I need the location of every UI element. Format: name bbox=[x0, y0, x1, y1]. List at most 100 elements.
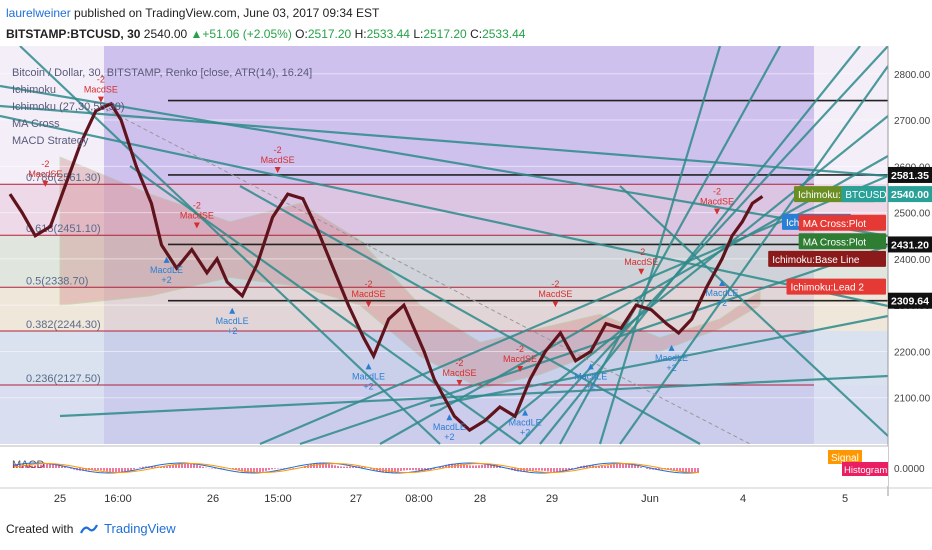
long-signal: MacdLE+2 bbox=[352, 363, 385, 391]
signal-label: MacdSE bbox=[700, 197, 734, 207]
signal-label: MacdSE bbox=[503, 354, 537, 364]
signal-qty: +2 bbox=[161, 275, 171, 285]
signal-qty: -2 bbox=[97, 75, 105, 85]
signal-qty: +2 bbox=[666, 363, 676, 373]
time-tick-label: 25 bbox=[54, 493, 66, 505]
tradingview-brand[interactable]: TradingView bbox=[104, 521, 176, 536]
fib-label: 0.236(2127.50) bbox=[26, 373, 101, 385]
change-arrow-icon: ▲ bbox=[190, 27, 203, 41]
time-tick-label: 26 bbox=[207, 493, 219, 505]
price-marker-label: 2581.35 bbox=[891, 170, 929, 182]
fib-label: 0.382(2244.30) bbox=[26, 319, 101, 331]
macd-line bbox=[13, 462, 700, 474]
signal-arrow-down-icon bbox=[42, 180, 49, 187]
signal-arrow-down-icon bbox=[714, 208, 720, 215]
author-link[interactable]: laurelweiner bbox=[6, 6, 71, 20]
indicator-label bbox=[786, 278, 886, 295]
signal-arrow-up-icon bbox=[668, 344, 675, 351]
high-label: H: bbox=[354, 27, 367, 41]
signal-arrow-up-icon bbox=[365, 363, 372, 370]
signal-qty: -2 bbox=[41, 159, 49, 169]
signal-arrow-down-icon bbox=[193, 222, 200, 229]
signal-qty: +2 bbox=[586, 381, 596, 391]
long-signal: MacdLE+2 bbox=[433, 414, 466, 442]
signal-arrow-up-icon bbox=[522, 409, 529, 416]
signal-qty: -2 bbox=[365, 279, 373, 289]
trend-line bbox=[519, 46, 889, 445]
trend-line bbox=[539, 46, 861, 445]
legend-entry: MA Cross bbox=[12, 118, 60, 130]
legend-entry: MACD Strategy bbox=[12, 135, 89, 147]
histogram-legend-label: Histogram bbox=[844, 465, 887, 476]
signal-label: MacdSE bbox=[442, 368, 476, 378]
time-tick-label: 15:00 bbox=[264, 493, 292, 505]
signal-label: MacdSE bbox=[28, 169, 62, 179]
price-marker bbox=[888, 236, 932, 253]
signal-qty: +2 bbox=[363, 381, 373, 391]
indicator-label-text: MA Cross:Plot bbox=[803, 237, 867, 248]
indicator-label bbox=[798, 214, 886, 231]
indicator-label-text: Ichimoku:Base Line bbox=[772, 255, 860, 266]
macd-axis-label: 0.0000 bbox=[894, 464, 925, 475]
tradingview-logo-icon bbox=[79, 524, 98, 534]
dashed-trend-line bbox=[99, 105, 751, 445]
last-price: 2540.00 bbox=[143, 27, 188, 41]
signal-arrow-down-icon bbox=[365, 301, 372, 308]
trend-line bbox=[619, 65, 889, 445]
fib-zone-05 bbox=[0, 287, 888, 331]
signal-legend-label: Signal bbox=[831, 453, 859, 464]
close-value: 2533.44 bbox=[482, 27, 526, 41]
signal-arrow-down-icon bbox=[517, 365, 524, 372]
signal-label: MacdLE bbox=[509, 418, 542, 428]
price-marker-label: 2540.00 bbox=[891, 189, 929, 201]
fib-zone-0382 bbox=[0, 330, 888, 385]
signal-arrow-up-icon bbox=[446, 414, 453, 421]
indicator-label bbox=[768, 250, 886, 267]
signal-label: MacdLE bbox=[706, 288, 739, 298]
indicator-label-text: Ichimoku:Lag bbox=[798, 190, 857, 201]
macd-signal-line bbox=[13, 462, 700, 473]
price-tick-label: 2500.00 bbox=[894, 209, 931, 220]
signal-arrow-up-icon bbox=[587, 363, 594, 370]
signal-qty: -2 bbox=[193, 200, 201, 210]
trend-line bbox=[559, 46, 781, 445]
signal-label: MacdLE bbox=[574, 371, 607, 381]
time-tick-label: Jun bbox=[641, 493, 659, 505]
open-label: O: bbox=[295, 27, 308, 41]
signal-arrow-up-icon bbox=[229, 307, 236, 314]
signal-label: MacdSE bbox=[624, 257, 658, 267]
signal-qty: -2 bbox=[274, 145, 282, 155]
time-tick-label: 08:00 bbox=[405, 493, 433, 505]
long-signal: MacdLE+2 bbox=[216, 307, 249, 336]
trend-line bbox=[379, 155, 889, 445]
price-change: +51.06 (+2.05%) bbox=[202, 27, 292, 41]
low-value: 2517.20 bbox=[423, 27, 467, 41]
signal-label: MacdLE bbox=[655, 353, 688, 363]
legend-entry: Ichimoku bbox=[12, 84, 56, 96]
signal-label: MacdSE bbox=[352, 289, 386, 299]
long-signal: MacdLE+2 bbox=[655, 344, 688, 373]
indicator-label-text: Ichimoku:Lead 2 bbox=[791, 283, 865, 294]
signal-qty: +2 bbox=[520, 428, 530, 438]
indicator-label-text: BTCUSD bbox=[845, 190, 886, 201]
signal-label: MacdLE bbox=[216, 316, 249, 326]
signal-label: MacdSE bbox=[84, 85, 118, 95]
trend-line bbox=[0, 104, 889, 178]
time-tick-label: 16:00 bbox=[104, 493, 132, 505]
signal-label: MacdLE bbox=[150, 265, 183, 275]
price-marker bbox=[888, 292, 932, 309]
price-marker-label: 2431.20 bbox=[891, 239, 929, 251]
trend-line bbox=[59, 374, 889, 418]
time-tick-label: 5 bbox=[842, 493, 848, 505]
price-chart[interactable]: 0.786(2561.30)0.618(2451.10)0.5(2338.70)… bbox=[0, 46, 932, 511]
signal-qty: +2 bbox=[227, 326, 237, 336]
price-axis-background bbox=[888, 46, 932, 496]
time-tick-label: 29 bbox=[546, 493, 558, 505]
signal-label: MacdLE bbox=[352, 371, 385, 381]
histogram-legend-box bbox=[842, 462, 888, 476]
indicator-label-text: MA Cross:Plot bbox=[803, 219, 867, 230]
